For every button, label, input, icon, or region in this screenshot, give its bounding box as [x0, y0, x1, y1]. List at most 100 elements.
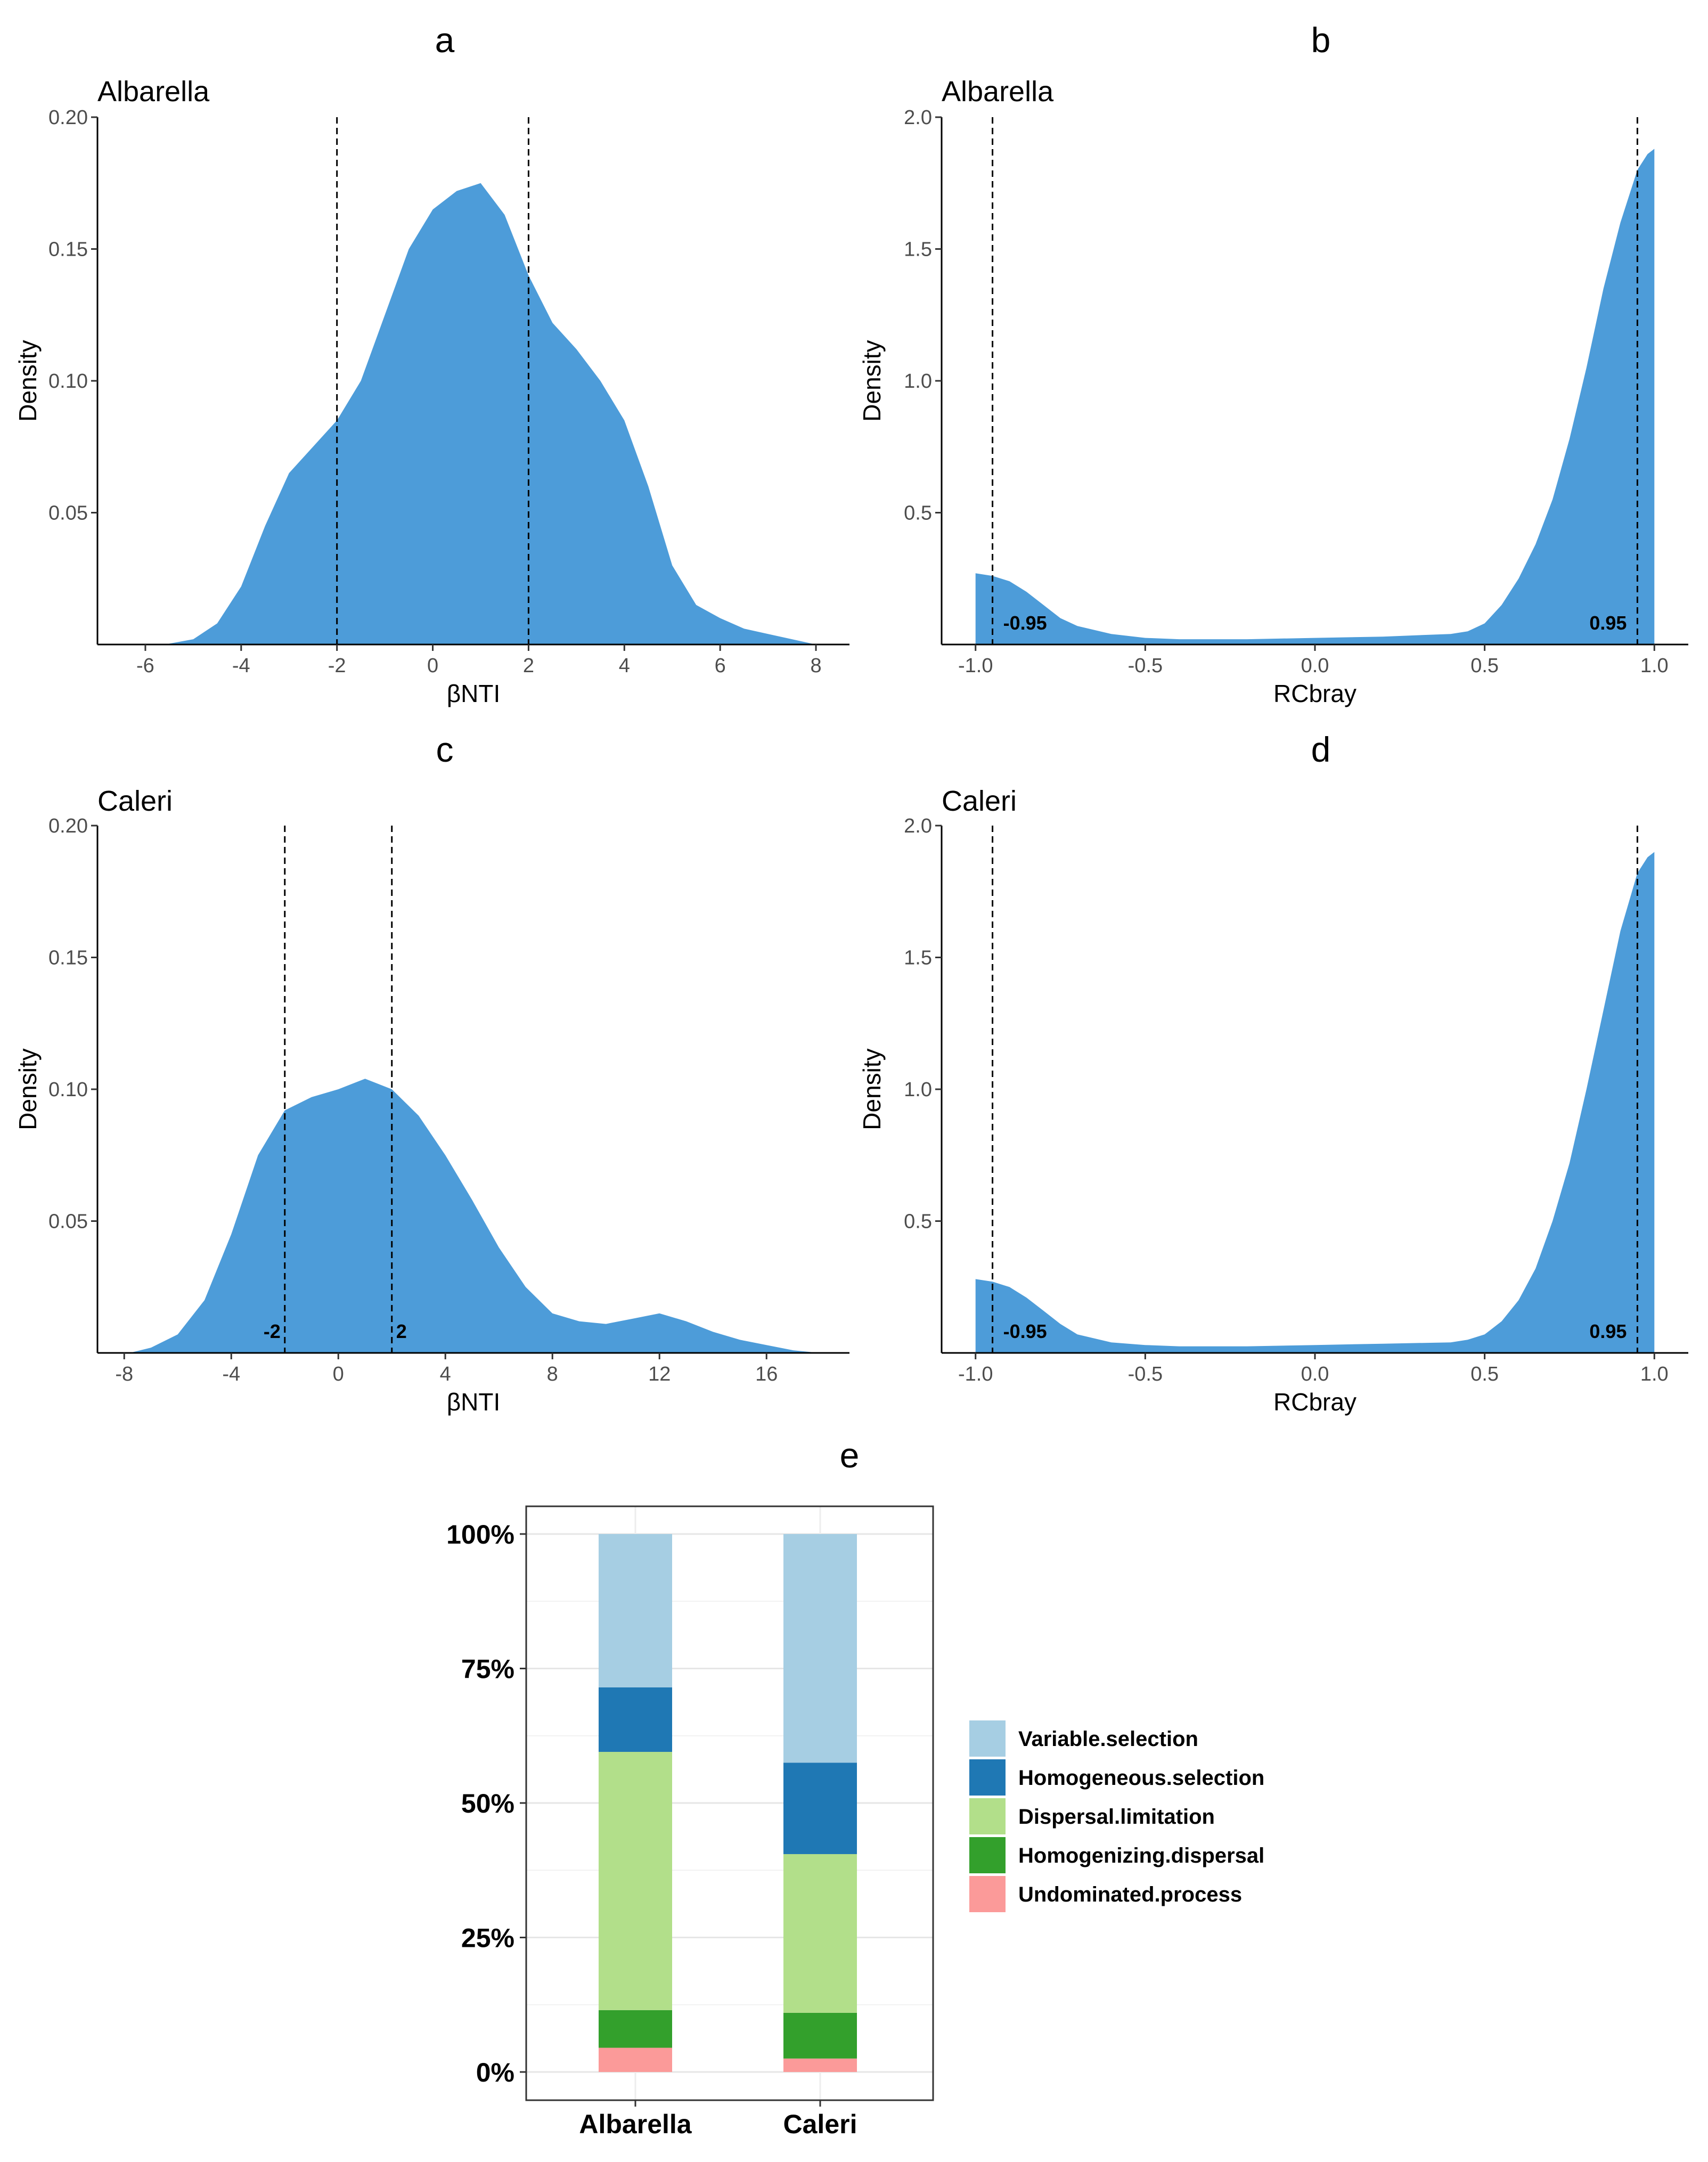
- x-tick-label: 1.0: [1640, 1363, 1669, 1385]
- density-area: [975, 852, 1655, 1353]
- bar-segment-variable-selection: [599, 1534, 672, 1687]
- panel-c-title: Caleri: [97, 785, 173, 817]
- panel-letter-e: e: [840, 1435, 860, 1475]
- x-axis-label: RCbray: [1273, 1388, 1356, 1416]
- y-tick-label: 0.5: [904, 1211, 932, 1233]
- x-tick-label: 0.5: [1470, 1363, 1499, 1385]
- legend-label: Variable.selection: [1018, 1727, 1198, 1751]
- y-tick-label: 0.20: [48, 107, 88, 129]
- x-tick-label: -8: [115, 1363, 133, 1385]
- threshold-label: -2: [264, 1320, 281, 1342]
- threshold-label: 2: [396, 1320, 407, 1342]
- x-tick-label: 0.5: [1470, 655, 1499, 677]
- bar-segment-homogenizing-dispersal: [783, 2012, 857, 2059]
- x-tick-label: Caleri: [783, 2109, 857, 2139]
- y-tick-label: 2.0: [904, 107, 932, 129]
- y-tick-label: 1.0: [904, 370, 932, 393]
- y-axis-label: Density: [14, 340, 42, 421]
- x-tick-label: 6: [715, 655, 726, 677]
- x-tick-label: 16: [755, 1363, 778, 1385]
- density-panel-a: Albarella -6 -4 -2 0 2 4 6 8 0.05 0.10 0.15 0.20 β…: [14, 76, 849, 707]
- bar-segment-homogenizing-dispersal: [599, 2010, 672, 2048]
- y-tick-label: 0.15: [48, 947, 88, 969]
- panel-b-title: Albarella: [942, 76, 1054, 108]
- threshold-label: 0.95: [1589, 612, 1627, 634]
- legend-label: Homogeneous.selection: [1018, 1766, 1264, 1790]
- x-tick-label: Albarella: [579, 2109, 692, 2139]
- bar-segment-homogeneous-selection: [599, 1687, 672, 1752]
- x-tick-label: 4: [619, 655, 630, 677]
- x-tick-label: 0: [427, 655, 438, 677]
- bar-segment-undominated-process: [783, 2058, 857, 2072]
- panel-letter-c: c: [436, 730, 454, 769]
- x-tick-label: -1.0: [958, 1363, 993, 1385]
- y-tick-label: 75%: [461, 1654, 514, 1684]
- y-tick-label: 0.20: [48, 815, 88, 837]
- x-tick-label: -1.0: [958, 655, 993, 677]
- y-tick-label: 50%: [461, 1789, 514, 1818]
- panel-d-title: Caleri: [942, 785, 1017, 817]
- bar-segment-dispersal-limitation: [783, 1854, 857, 2013]
- stacked-bar-panel-e: 0% 25% 50% 75% 100% Albarella Caleri Variable…: [446, 1505, 1264, 2139]
- x-tick-label: -4: [222, 1363, 240, 1385]
- y-axis-label: Density: [858, 340, 886, 421]
- x-axis-label: RCbray: [1273, 680, 1356, 707]
- y-tick-label: 0.10: [48, 1079, 88, 1101]
- x-tick-label: 8: [810, 655, 821, 677]
- legend: Variable.selection Homogeneous.selection D…: [969, 1720, 1264, 1912]
- y-axis-label: Density: [858, 1048, 886, 1130]
- y-tick-label: 0.05: [48, 502, 88, 525]
- y-tick-label: 1.5: [904, 947, 932, 969]
- y-axis-label: Density: [14, 1048, 42, 1130]
- density-panel-c: Caleri -2 2 -8 -4 0 4 8 12 16 0.050.100.150.20 …: [14, 785, 849, 1416]
- x-axis-label: βNTI: [447, 680, 501, 707]
- y-tick-label: 0.5: [904, 502, 932, 525]
- y-tick-label: 0%: [476, 2058, 514, 2087]
- x-tick-label: -6: [136, 655, 154, 677]
- density-area: [164, 183, 816, 644]
- legend-label: Undominated.process: [1018, 1883, 1242, 1906]
- bar-segment-dispersal-limitation: [599, 1752, 672, 2010]
- x-tick-label: 0.0: [1301, 1363, 1329, 1385]
- bar-segment-undominated-process: [599, 2047, 672, 2072]
- legend-label: Homogenizing.dispersal: [1018, 1844, 1264, 1867]
- x-tick-label: 1.0: [1640, 655, 1669, 677]
- x-axis-label: βNTI: [447, 1388, 501, 1416]
- x-tick-label: -0.5: [1128, 655, 1163, 677]
- x-tick-label: 4: [440, 1363, 451, 1385]
- y-tick-label: 1.0: [904, 1079, 932, 1101]
- y-tick-label: 0.15: [48, 239, 88, 261]
- legend-label: Dispersal.limitation: [1018, 1805, 1215, 1829]
- bar-segment-homogeneous-selection: [783, 1763, 857, 1854]
- x-tick-label: -4: [232, 655, 250, 677]
- y-tick-label: 0.10: [48, 370, 88, 393]
- legend-swatch: [969, 1759, 1006, 1796]
- threshold-label: 0.95: [1589, 1320, 1627, 1342]
- x-tick-label: -2: [328, 655, 346, 677]
- density-panel-d: Caleri -0.95 0.95 -1.0 -0.5 0.0 0.5 1.0 0.5 1.…: [858, 785, 1688, 1416]
- y-tick-label: 25%: [461, 1923, 514, 1953]
- legend-swatch: [969, 1798, 1006, 1834]
- panel-letter-d: d: [1311, 730, 1331, 769]
- y-tick-label: 100%: [446, 1520, 514, 1549]
- panel-a-title: Albarella: [97, 76, 210, 108]
- threshold-label: -0.95: [1003, 1320, 1047, 1342]
- bar-segment-variable-selection: [783, 1534, 857, 1763]
- y-tick-label: 0.05: [48, 1211, 88, 1233]
- legend-swatch: [969, 1720, 1006, 1757]
- x-tick-label: -0.5: [1128, 1363, 1163, 1385]
- panel-letter-b: b: [1311, 20, 1331, 60]
- legend-swatch: [969, 1837, 1006, 1873]
- y-tick-label: 1.5: [904, 239, 932, 261]
- x-tick-label: 0: [333, 1363, 344, 1385]
- density-area: [975, 149, 1655, 644]
- density-area: [129, 1079, 820, 1353]
- y-tick-label: 2.0: [904, 815, 932, 837]
- x-tick-label: 2: [523, 655, 534, 677]
- x-tick-label: 0.0: [1301, 655, 1329, 677]
- x-tick-label: 12: [648, 1363, 671, 1385]
- x-tick-label: 8: [547, 1363, 558, 1385]
- density-panel-b: Albarella -0.95 0.95 -1.0 -0.5 0.0 0.5 1.0 0.…: [858, 76, 1688, 707]
- threshold-label: -0.95: [1003, 612, 1047, 634]
- legend-swatch: [969, 1876, 1006, 1912]
